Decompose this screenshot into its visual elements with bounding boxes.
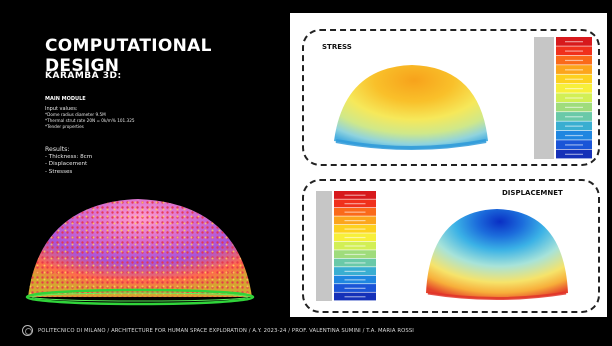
inputs-heading: Input values:: [45, 106, 78, 112]
legend-value-mark: [565, 134, 583, 137]
legend-value-mark: [344, 270, 366, 272]
inputs-block: Input values: *Dome radius diameter 9.5M…: [45, 106, 135, 130]
legend-value-mark: [344, 245, 366, 247]
input-line: *Thermal strut rate 20N = 0k/m% 101.325: [45, 118, 135, 123]
legend-value-mark: [344, 287, 366, 289]
dome-mesh-render: [25, 199, 255, 306]
displacement-panel: DISPLACEMNET: [302, 179, 600, 313]
displacement-legend: [316, 191, 376, 301]
results-panel: STRESS DISPLACEMNET: [290, 13, 607, 317]
stress-legend: [534, 37, 592, 159]
legend-value-mark: [344, 211, 366, 213]
legend-value-mark: [344, 279, 366, 281]
left-column: COMPUTATIONAL DESIGN KARAMBA 3D: MAIN MO…: [0, 0, 290, 346]
displacement-dome-render: [426, 209, 568, 300]
result-line: - Displacement: [45, 161, 88, 167]
university-seal-icon: [22, 325, 33, 336]
legend-value-mark: [344, 228, 366, 230]
input-line: *Tender properties: [45, 124, 84, 129]
module-heading: MAIN MODULE: [45, 96, 86, 102]
legend-value-mark: [565, 144, 583, 146]
slide-footer: POLITECNICO DI MILANO / ARCHITECTURE FOR…: [38, 328, 414, 334]
results-heading: Results:: [45, 146, 70, 153]
slide-title: COMPUTATIONAL DESIGN: [45, 36, 212, 76]
legend-value-mark: [565, 78, 583, 80]
legend-value-mark: [344, 262, 366, 264]
stress-panel: STRESS: [302, 29, 600, 166]
slide-subtitle: KARAMBA 3D:: [45, 71, 122, 81]
legend-value-mark: [565, 125, 583, 127]
displacement-label: DISPLACEMNET: [502, 189, 563, 197]
legend-value-mark: [344, 220, 366, 222]
stress-label: STRESS: [322, 43, 352, 51]
legend-value-mark: [565, 106, 583, 108]
legend-value-mark: [565, 88, 583, 90]
legend-value-mark: [565, 50, 583, 52]
stress-dome-render: [334, 65, 488, 150]
legend-value-mark: [344, 296, 366, 298]
legend-value-mark: [565, 59, 583, 62]
legend-value-mark: [565, 116, 583, 118]
results-block: Results: - Thickness: 8cm - Displacement…: [45, 146, 92, 176]
legend-value-mark: [344, 236, 366, 239]
legend-value-mark: [565, 69, 583, 71]
result-line: - Stresses: [45, 168, 73, 175]
legend-value-mark: [344, 194, 366, 196]
legend-value-mark: [565, 41, 583, 43]
result-line: - Thickness: 8cm: [45, 153, 93, 160]
input-line: *Dome radius diameter 9.5M: [45, 112, 106, 117]
legend-value-mark: [565, 153, 583, 155]
legend-value-mark: [565, 97, 583, 99]
legend-value-mark: [344, 253, 366, 256]
legend-value-mark: [344, 203, 366, 205]
